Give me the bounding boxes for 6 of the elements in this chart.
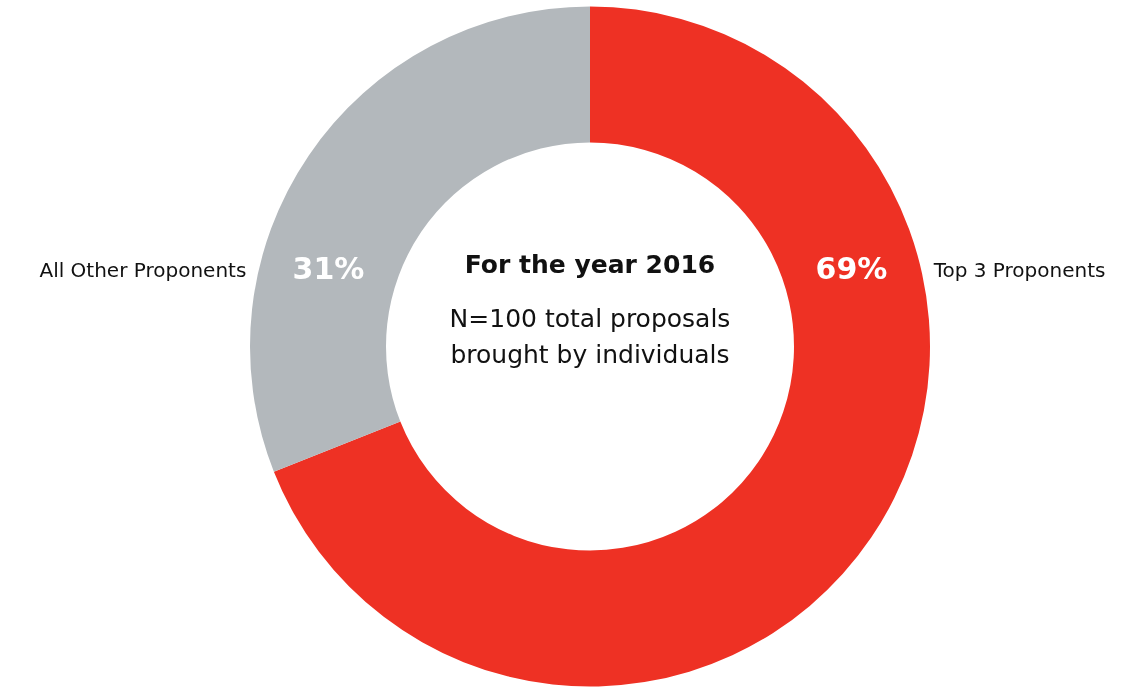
text: For the year 2016 <box>463 250 717 279</box>
data-label: 69% <box>815 251 888 287</box>
data-label: 31% <box>292 251 365 287</box>
slice-label: Top 3 Proponents <box>932 257 1106 282</box>
text: N=100 total proposals brought by individuals <box>448 303 732 371</box>
slice-label: All Other Proponents <box>39 257 247 282</box>
